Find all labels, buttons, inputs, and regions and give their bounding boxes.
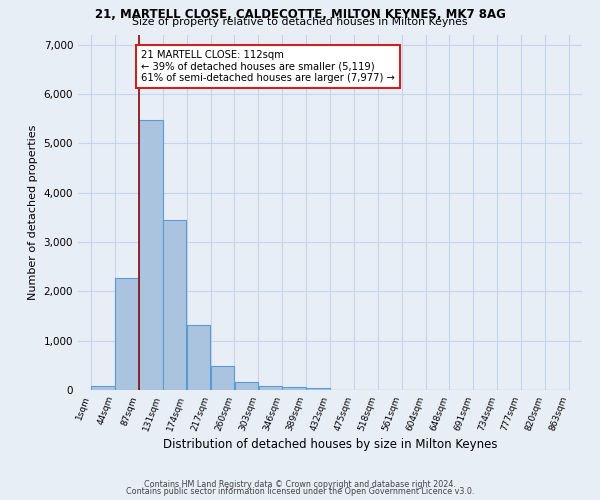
Text: 21, MARTELL CLOSE, CALDECOTTE, MILTON KEYNES, MK7 8AG: 21, MARTELL CLOSE, CALDECOTTE, MILTON KE… [95,8,505,20]
Text: Size of property relative to detached houses in Milton Keynes: Size of property relative to detached ho… [132,17,468,27]
Text: Contains public sector information licensed under the Open Government Licence v3: Contains public sector information licen… [126,487,474,496]
Bar [91,386,115,390]
Bar [235,382,258,390]
Bar [115,278,139,390]
Bar [187,325,211,390]
Bar [211,366,234,390]
Bar [163,220,187,390]
Bar [283,388,306,390]
Bar [259,386,282,390]
Bar [307,388,330,390]
Y-axis label: Number of detached properties: Number of detached properties [28,125,38,300]
Text: 21 MARTELL CLOSE: 112sqm
← 39% of detached houses are smaller (5,119)
61% of sem: 21 MARTELL CLOSE: 112sqm ← 39% of detach… [141,50,395,83]
X-axis label: Distribution of detached houses by size in Milton Keynes: Distribution of detached houses by size … [163,438,497,450]
Bar [139,120,163,390]
Text: Contains HM Land Registry data © Crown copyright and database right 2024.: Contains HM Land Registry data © Crown c… [144,480,456,489]
